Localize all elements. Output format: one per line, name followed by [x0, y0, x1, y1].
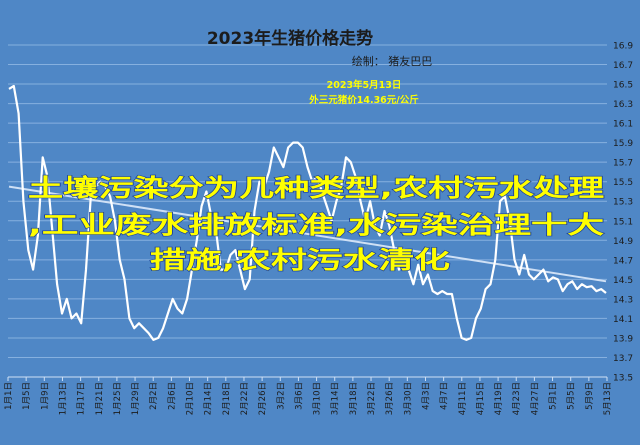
- x-tick-label: 3月26日: [385, 382, 395, 415]
- price-series-line: [8, 84, 607, 341]
- annotation-price: 外三元猪价14.36元/公斤: [308, 94, 419, 106]
- y-axis-ticks: 16.9 16.7 16.5 16.3 16.1 15.9 15.7 15.5 15.3 15.1…: [613, 42, 633, 384]
- x-tick-label: 2月2日: [149, 382, 159, 410]
- chart-subtitle: 绘制： 猪友巴巴: [352, 54, 433, 68]
- y-tick-label: 13.7: [613, 354, 633, 364]
- chart-title: 2023年生猪价格走势: [207, 28, 373, 49]
- x-tick-label: 4月7日: [440, 382, 450, 410]
- x-tick-label: 5月5日: [567, 382, 577, 410]
- x-tick-label: 2月26日: [258, 382, 268, 415]
- overlay-text: 土壤污染分为几种类型,农村污水处理 ,工业废水排放标准,水污染治理十大 措施,农…: [27, 173, 604, 274]
- x-tick-label: 3月6日: [294, 382, 304, 410]
- y-tick-label: 14.7: [613, 256, 633, 266]
- y-tick-label: 15.7: [613, 159, 633, 169]
- x-tick-label: 1月29日: [131, 382, 141, 415]
- trend-line: [8, 185, 607, 283]
- x-tick-label: 2月6日: [167, 382, 177, 410]
- x-tick-label: 5月1日: [549, 382, 559, 410]
- y-tick-label: 16.9: [613, 42, 633, 52]
- x-tick-label: 4月27日: [530, 382, 540, 415]
- x-tick-label: 3月14日: [331, 382, 341, 415]
- y-tick-label: 16.7: [613, 61, 633, 71]
- x-tick-label: 1月1日: [4, 382, 14, 410]
- x-tick-label: 1月21日: [95, 382, 105, 415]
- annotation-date: 2023年5月13日: [327, 79, 402, 91]
- x-tick-label: 2月22日: [240, 382, 250, 415]
- x-tick-label: 3月2日: [276, 382, 286, 410]
- x-tick-label: 1月5日: [22, 382, 32, 410]
- x-tick-label: 3月18日: [349, 382, 359, 415]
- y-tick-label: 15.9: [613, 139, 633, 149]
- x-tick-label: 2月14日: [204, 382, 214, 415]
- x-tick-label: 4月3日: [421, 382, 431, 410]
- y-tick-label: 14.9: [613, 237, 633, 247]
- y-tick-label: 13.5: [613, 374, 633, 384]
- y-tick-label: 14.3: [613, 295, 633, 305]
- x-tick-label: 3月10日: [313, 382, 323, 415]
- x-tick-label: 1月9日: [40, 382, 50, 410]
- overlay-text-line-3: 措施,农村污水清化: [150, 246, 450, 274]
- y-tick-label: 14.1: [613, 315, 633, 325]
- y-tick-label: 15.3: [613, 198, 633, 208]
- overlay-text-line-1: 土壤污染分为几种类型,农村污水处理: [28, 174, 604, 202]
- y-tick-label: 16.1: [613, 120, 633, 130]
- x-tick-label: 5月13日: [603, 382, 613, 415]
- y-tick-label: 15.5: [613, 178, 633, 188]
- x-tick-label: 4月19日: [494, 382, 504, 415]
- x-tick-label: 1月13日: [58, 382, 68, 415]
- x-tick-label: 5月9日: [585, 382, 595, 410]
- y-tick-label: 13.9: [613, 334, 633, 344]
- x-tick-label: 4月23日: [512, 382, 522, 415]
- x-tick-label: 2月10日: [186, 382, 196, 415]
- x-tick-label: 4月15日: [476, 382, 486, 415]
- y-tick-label: 15.1: [613, 217, 633, 227]
- x-tick-label: 3月22日: [367, 382, 377, 415]
- x-tick-label: 4月11日: [458, 382, 468, 415]
- y-tick-label: 16.5: [613, 81, 633, 91]
- x-tick-label: 1月17日: [77, 382, 87, 415]
- x-tick-label: 2月18日: [222, 382, 232, 415]
- x-tick-label: 1月25日: [113, 382, 123, 415]
- y-tick-label: 16.3: [613, 100, 633, 110]
- overlay-text-line-2: ,工业废水排放标准,水污染治理十大: [28, 211, 604, 239]
- y-tick-label: 14.5: [613, 276, 633, 286]
- x-axis-ticks: 1月1日 1月5日 1月9日 1月13日 1月17日 1月21日 1月25日 1月29日 2月2…: [4, 377, 613, 415]
- x-tick-label: 3月30日: [403, 382, 413, 415]
- gridlines: [8, 44, 607, 358]
